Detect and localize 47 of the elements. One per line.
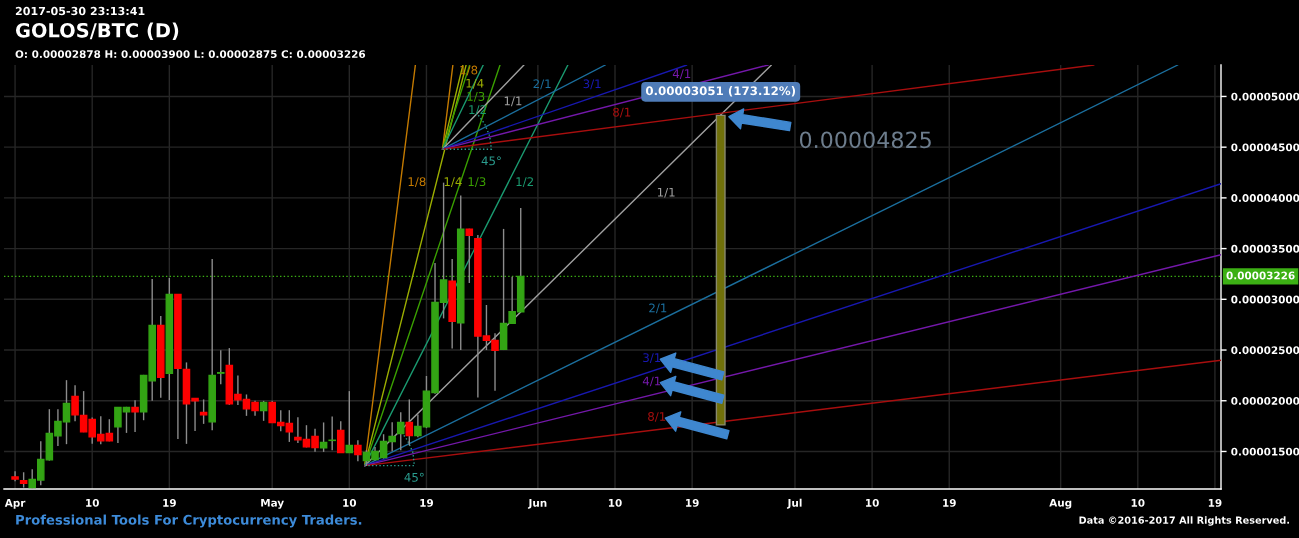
y-tick-label: 0.00004500: [1231, 143, 1299, 152]
annotation: 45°: [481, 156, 501, 166]
text: Data ©2016-2017 All Rights Reserved.: [1079, 516, 1290, 526]
y-tick-label: 0.00003000: [1231, 295, 1299, 304]
annotation: 2/1: [649, 303, 667, 314]
x-tick-label: Jul: [786, 498, 802, 509]
y-tick-label: 0.00003500: [1231, 244, 1299, 253]
x-tick-label: Apr: [4, 499, 26, 509]
annotation: 8/1: [648, 412, 666, 422]
data-label: 0.00003051 (173.12%): [645, 86, 796, 97]
y-tick-label: 0.00002500: [1231, 346, 1299, 355]
x-tick-label: 10: [866, 498, 879, 507]
x-tick-label: 10: [1131, 498, 1145, 507]
annotation: 0.00004825: [799, 131, 931, 149]
x-tick-label: 19: [686, 498, 699, 507]
annotation: 1/3: [468, 177, 486, 188]
annotation: 1/3: [467, 91, 485, 102]
y-tick-label: 0.00001500: [1231, 447, 1299, 456]
x-tick-label: 19: [1208, 498, 1222, 507]
x-tick-label: 19: [943, 498, 956, 507]
annotation: 4/1: [672, 69, 691, 80]
annotation: 8/1: [613, 107, 631, 118]
chart-title: GOLOS/BTC (D): [15, 22, 179, 40]
ref-line-label: 0.00003226: [1226, 271, 1295, 280]
text: Professional Tools For Cryptocurrency Traders.: [16, 514, 362, 528]
annotation: 3/1: [643, 353, 661, 364]
annotation: 45°: [404, 472, 424, 482]
x-tick-label: 10: [86, 498, 99, 507]
y-tick-label: 0.00005000: [1231, 92, 1299, 101]
y-tick-label: 0.00004000: [1231, 194, 1299, 202]
x-tick-label: 19: [420, 498, 434, 507]
text: 2017-05-30 23:13:41: [15, 6, 145, 16]
x-tick-label: 19: [163, 498, 176, 507]
x-tick-label: May: [261, 498, 284, 509]
annotation: 1/8: [408, 177, 426, 188]
y-tick-label: 0.00002000: [1231, 396, 1299, 405]
x-tick-label: 10: [343, 498, 357, 507]
annotation: 1/2: [516, 177, 533, 188]
annotation: 1/1: [657, 187, 675, 198]
x-tick-label: Jun: [527, 499, 547, 509]
annotation: 1/1: [504, 96, 522, 107]
chart-subtitle: O: 0.00002878 H: 0.00003900 L: 0.00002875 C: 0.00003226: [15, 50, 366, 59]
x-tick-label: Aug: [1049, 498, 1072, 509]
annotation: 4/1: [642, 376, 661, 387]
x-tick-label: 10: [608, 498, 622, 507]
annotation: 3/1: [583, 79, 601, 90]
annotation: 2/1: [533, 79, 551, 90]
